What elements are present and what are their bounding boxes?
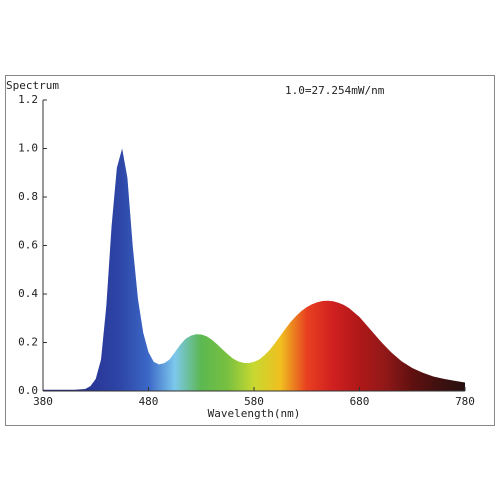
- y-tick-label: 0.6: [18, 239, 38, 252]
- x-axis-label: Wavelength(nm): [208, 407, 301, 420]
- y-tick-label: 1.0: [18, 142, 38, 155]
- x-tick-label: 680: [350, 395, 370, 408]
- frame: [5, 75, 495, 426]
- subtitle: 1.0=27.254mW/nm: [285, 84, 385, 97]
- x-tick-label: 780: [455, 395, 475, 408]
- y-tick-label: 0.4: [18, 287, 38, 300]
- y-tick-label: 0.2: [18, 336, 38, 349]
- chart-title: Spectrum: [6, 79, 59, 92]
- y-tick-label: 0.8: [18, 190, 38, 203]
- y-tick-label: 1.2: [18, 93, 38, 106]
- x-tick-label: 380: [33, 395, 53, 408]
- spectrum-area: [43, 148, 465, 391]
- x-tick-label: 480: [139, 395, 159, 408]
- x-tick-label: 580: [244, 395, 264, 408]
- y-tick-label: 0.0: [18, 384, 38, 397]
